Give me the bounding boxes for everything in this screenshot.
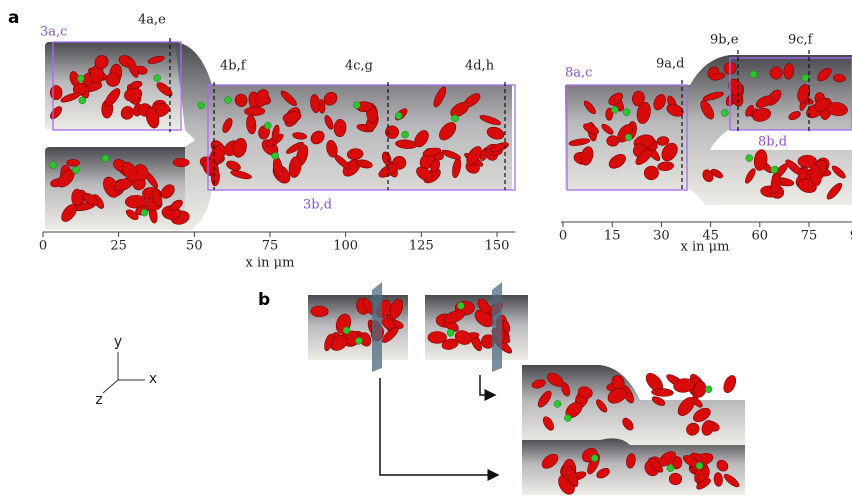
- cut-label: 4b,f: [220, 59, 247, 74]
- axes-triad: [103, 352, 145, 393]
- platelet: [564, 415, 571, 422]
- axis-name: z: [95, 392, 102, 408]
- platelet: [355, 337, 362, 344]
- platelet: [198, 102, 205, 109]
- platelet: [705, 386, 712, 393]
- cut-label: 4d,h: [465, 59, 495, 74]
- cell: [607, 136, 619, 146]
- platelet: [77, 75, 84, 82]
- tick-label: 75: [262, 239, 279, 254]
- tick-label: 25: [110, 239, 127, 254]
- tick-label: 100: [333, 239, 358, 254]
- tick-label: 150: [485, 239, 510, 254]
- platelet: [625, 134, 632, 141]
- box-label: 8b,d: [758, 135, 787, 150]
- platelet: [771, 166, 778, 173]
- platelet: [802, 74, 809, 81]
- cut-label: 4c,g: [345, 59, 373, 74]
- box-label: 3b,d: [303, 198, 332, 213]
- tick-label: 45: [702, 229, 719, 244]
- tick-label: 75: [801, 229, 818, 244]
- tick-label: 15: [604, 229, 621, 244]
- box-label: 3a,c: [40, 25, 67, 40]
- cut-label: 4a,e: [138, 13, 166, 28]
- platelet: [79, 97, 86, 104]
- panel-label: b: [258, 290, 270, 310]
- platelet: [554, 400, 561, 407]
- platelet: [395, 112, 402, 119]
- arrow: [480, 375, 495, 395]
- axis-name: y: [114, 334, 122, 350]
- platelet: [750, 71, 757, 78]
- platelet: [50, 162, 57, 169]
- panel-label: a: [8, 8, 19, 28]
- cut-label: 9c,f: [788, 33, 814, 48]
- platelet: [623, 109, 630, 116]
- cell: [66, 159, 79, 166]
- cell: [651, 388, 673, 397]
- cell: [721, 374, 738, 395]
- cut-label: 9b,e: [710, 33, 739, 48]
- tick-label: 30: [653, 229, 670, 244]
- platelet: [591, 455, 598, 462]
- tick-label: 125: [409, 239, 434, 254]
- platelet: [746, 155, 753, 162]
- platelet: [611, 106, 618, 113]
- platelet: [343, 327, 350, 334]
- cell: [311, 306, 329, 317]
- figure: a 3a,c 3b,d 4a,e 4b,f 4c,g 4d,h x in μm …: [0, 0, 852, 504]
- cell: [173, 158, 189, 167]
- tick-label: 0: [559, 229, 567, 244]
- box-label: 8a,c: [565, 66, 592, 81]
- cut-label: 9a,d: [656, 57, 684, 72]
- platelet: [264, 122, 271, 129]
- platelet: [457, 302, 464, 309]
- platelet: [452, 115, 459, 122]
- cell: [50, 85, 62, 100]
- platelet: [667, 465, 674, 472]
- axis-name: x: [149, 371, 157, 387]
- platelet: [154, 75, 161, 82]
- tick-label: 50: [186, 239, 203, 254]
- platelet: [696, 462, 703, 469]
- platelet: [721, 109, 728, 116]
- platelet: [224, 96, 231, 103]
- platelet: [72, 167, 79, 174]
- tick-label: 60: [752, 229, 769, 244]
- cell: [428, 332, 447, 344]
- cut-plane: [492, 282, 502, 372]
- platelet: [141, 209, 148, 216]
- cell: [244, 107, 265, 116]
- platelet: [102, 155, 109, 162]
- cut-plane: [372, 282, 382, 372]
- platelet: [272, 152, 279, 159]
- axis-label: x in μm: [246, 256, 295, 271]
- platelet: [447, 329, 454, 336]
- platelet: [402, 131, 409, 138]
- tick-label: 0: [39, 239, 47, 254]
- platelet: [353, 102, 360, 109]
